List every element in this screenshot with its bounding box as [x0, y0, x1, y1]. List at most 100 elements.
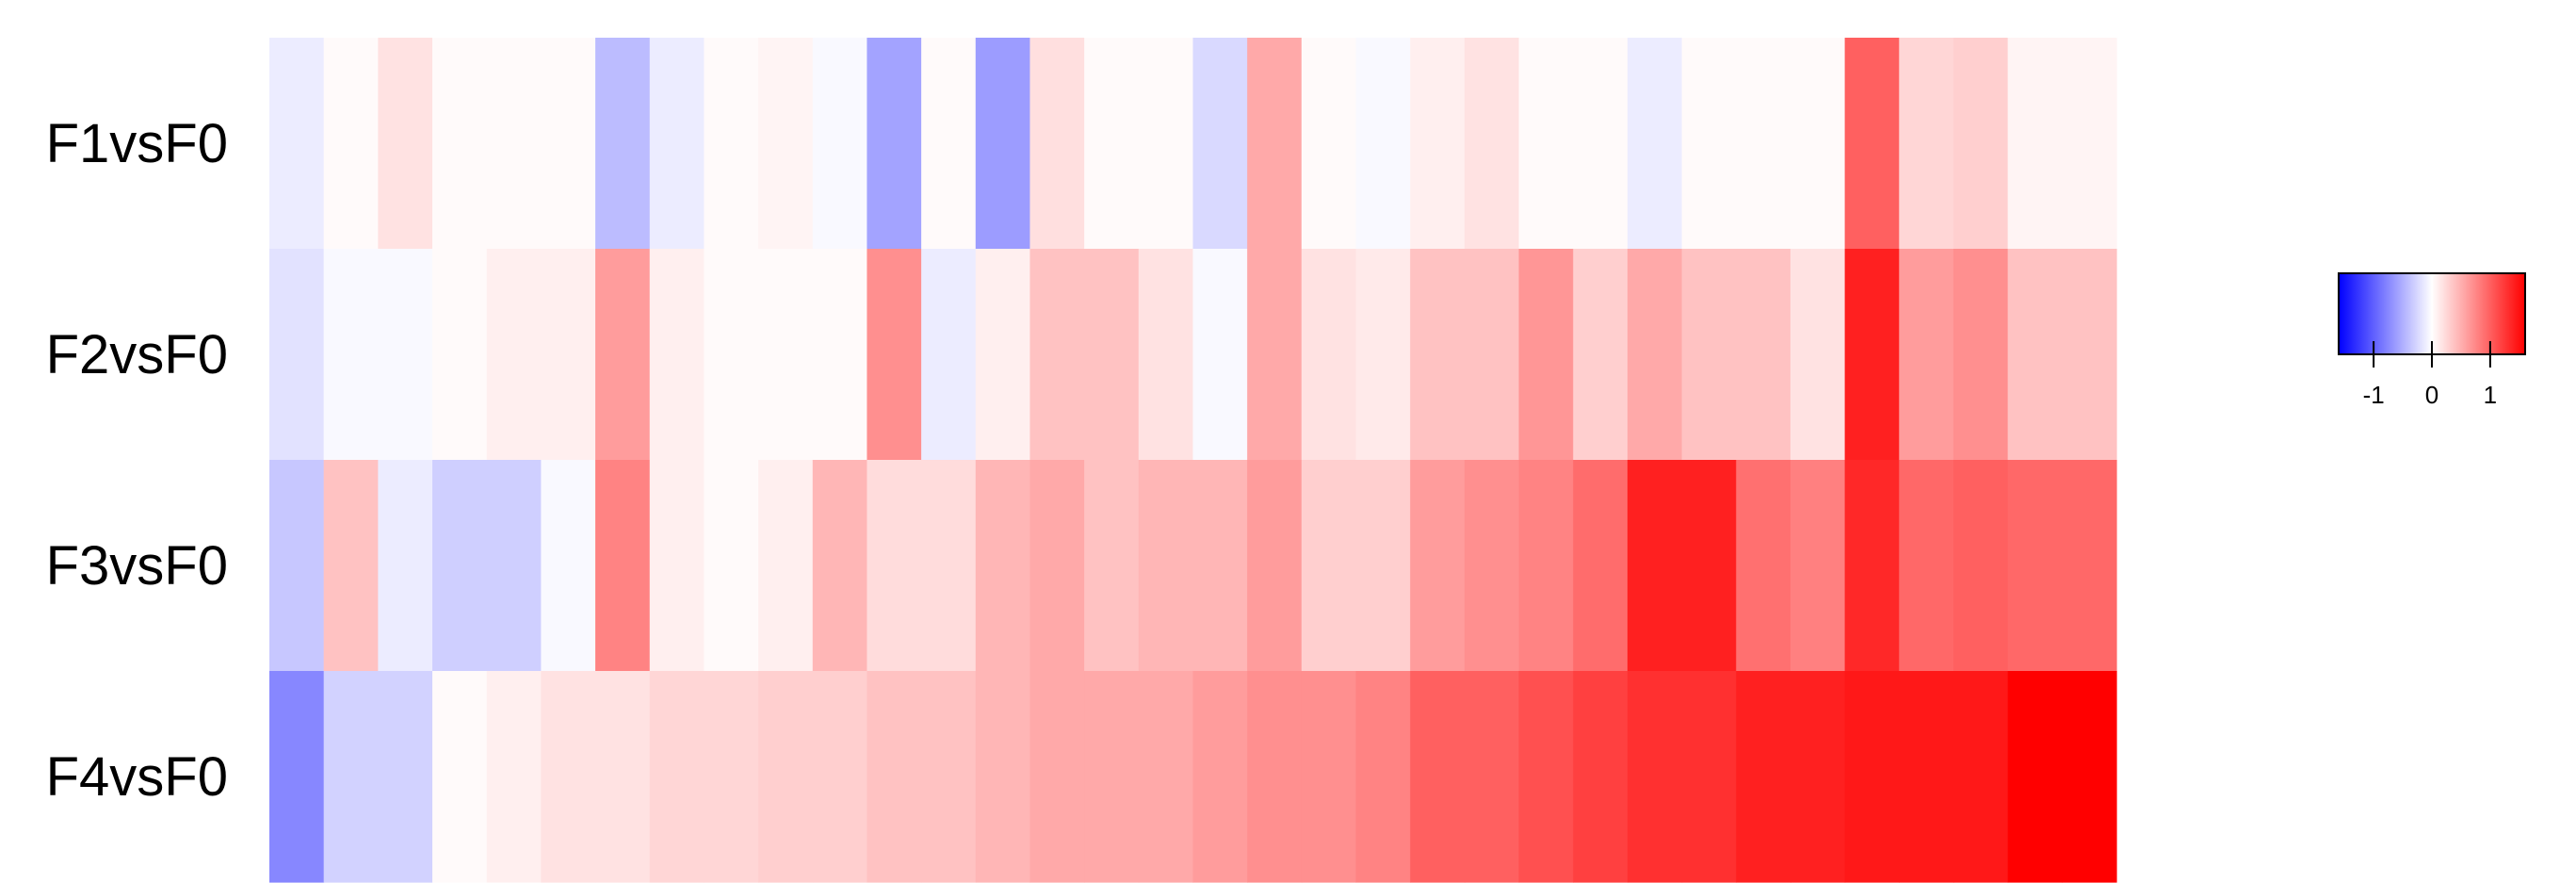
heatmap-cell: [1518, 249, 1574, 461]
heatmap-cell: [1464, 249, 1520, 461]
heatmap-cell: [2062, 249, 2117, 461]
heatmap-cell: [1573, 671, 1628, 883]
heatmap-cell: [812, 460, 868, 672]
heatmap-cell: [1518, 38, 1574, 250]
heatmap-cell: [1573, 249, 1628, 461]
heatmap-cell: [975, 460, 1031, 672]
heatmap-cell: [1084, 460, 1140, 672]
heatmap-cell: [1952, 249, 2009, 461]
heatmap-cell: [758, 38, 814, 250]
heatmap-cell: [269, 249, 325, 461]
color-legend-bar: [2338, 272, 2526, 355]
heatmap-cell: [1192, 671, 1248, 883]
heatmap-cell: [1627, 249, 1683, 461]
heatmap-cell: [1518, 671, 1574, 883]
heatmap-cell: [812, 249, 868, 461]
heatmap-cell: [867, 38, 922, 250]
heatmap-cell: [921, 38, 977, 250]
heatmap-cell: [2062, 671, 2117, 883]
heatmap-cell: [2062, 460, 2117, 672]
heatmap-cell: [704, 460, 759, 672]
heatmap-cell: [649, 249, 705, 461]
heatmap-cell: [921, 460, 977, 672]
heatmap-cell: [1029, 671, 1085, 883]
heatmap-cell: [1410, 249, 1466, 461]
heatmap-cell: [1899, 460, 1954, 672]
legend-tick-label: -1: [2363, 381, 2385, 409]
heatmap-cell: [1844, 249, 1900, 461]
heatmap-cell: [269, 460, 325, 672]
heatmap-cell: [1681, 460, 1737, 672]
heatmap-cell: [595, 38, 651, 250]
heatmap-cell: [1627, 671, 1683, 883]
heatmap-cell: [1952, 460, 2009, 672]
heatmap-cell: [1627, 460, 1683, 672]
heatmap-cell: [867, 460, 922, 672]
heatmap-cell: [1681, 38, 1737, 250]
heatmap-cell: [323, 671, 379, 883]
heatmap-cell: [1736, 460, 1791, 672]
heatmap-cell: [1247, 38, 1303, 250]
heatmap-cell: [2007, 249, 2063, 461]
heatmap-cell: [1844, 460, 1900, 672]
heatmap-cell: [867, 671, 922, 883]
heatmap-cell: [1952, 671, 2009, 883]
heatmap-cell: [975, 671, 1031, 883]
heatmap-cell: [486, 249, 542, 461]
heatmap-cell: [1029, 38, 1085, 250]
heatmap-cells: [269, 38, 2117, 883]
heatmap-cell: [1192, 249, 1248, 461]
heatmap-cell: [1192, 460, 1248, 672]
heatmap-cell: [1790, 460, 1846, 672]
heatmap-cell: [432, 460, 488, 672]
heatmap-cell: [541, 671, 596, 883]
heatmap-cell: [323, 460, 379, 672]
color-legend-ticks: -1 0 1: [2363, 341, 2497, 409]
heatmap-cell: [867, 249, 922, 461]
heatmap-cell: [812, 38, 868, 250]
heatmap-cell: [921, 671, 977, 883]
heatmap-cell: [704, 249, 759, 461]
heatmap-cell: [1084, 249, 1140, 461]
heatmap-cell: [2062, 38, 2117, 250]
heatmap-cell: [541, 38, 596, 250]
heatmap-cell: [1410, 671, 1466, 883]
heatmap-cell: [1790, 38, 1846, 250]
heatmap-cell: [1681, 249, 1737, 461]
heatmap-cell: [975, 38, 1031, 250]
heatmap-cell: [1138, 671, 1194, 883]
heatmap-cell: [1029, 460, 1085, 672]
heatmap-cell: [432, 38, 488, 250]
heatmap-cell: [1084, 38, 1140, 250]
heatmap-cell: [432, 671, 488, 883]
heatmap-cell: [595, 671, 651, 883]
heatmap-cell: [1573, 38, 1628, 250]
heatmap-cell: [323, 38, 379, 250]
row-label: F2vsF0: [46, 324, 228, 385]
heatmap-cell: [1844, 671, 1900, 883]
heatmap-cell: [1029, 249, 1085, 461]
heatmap-cell: [1790, 249, 1846, 461]
heatmap-cell: [1736, 249, 1791, 461]
heatmap-cell: [269, 671, 325, 883]
heatmap-cell: [921, 249, 977, 461]
heatmap-cell: [1247, 671, 1303, 883]
heatmap-cell: [1192, 38, 1248, 250]
heatmap-cell: [1138, 460, 1194, 672]
heatmap-cell: [1464, 38, 1520, 250]
row-label: F4vsF0: [46, 746, 228, 808]
heatmap-cell: [486, 38, 542, 250]
heatmap-cell: [2007, 38, 2063, 250]
heatmap-cell: [1138, 249, 1194, 461]
heatmap-cell: [1301, 460, 1357, 672]
heatmap-cell: [323, 249, 379, 461]
heatmap-cell: [649, 38, 705, 250]
heatmap-cell: [1355, 460, 1411, 672]
heatmap-cell: [704, 671, 759, 883]
heatmap-cell: [595, 460, 651, 672]
heatmap-cell: [1301, 38, 1357, 250]
heatmap-cell: [1573, 460, 1628, 672]
heatmap-cell: [541, 249, 596, 461]
heatmap-cell: [1084, 671, 1140, 883]
